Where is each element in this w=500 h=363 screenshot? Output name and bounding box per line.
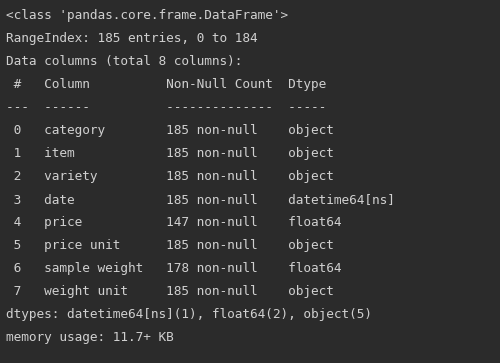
- Text: Data columns (total 8 columns):: Data columns (total 8 columns):: [6, 55, 242, 68]
- Text: #   Column          Non-Null Count  Dtype: # Column Non-Null Count Dtype: [6, 78, 402, 91]
- Text: 0   category        185 non-null    object: 0 category 185 non-null object: [6, 124, 402, 137]
- Text: 4   price           147 non-null    float64: 4 price 147 non-null float64: [6, 216, 402, 229]
- Text: 5   price unit      185 non-null    object: 5 price unit 185 non-null object: [6, 239, 402, 252]
- Text: dtypes: datetime64[ns](1), float64(2), object(5): dtypes: datetime64[ns](1), float64(2), o…: [6, 308, 372, 321]
- Text: memory usage: 11.7+ KB: memory usage: 11.7+ KB: [6, 331, 174, 344]
- Text: RangeIndex: 185 entries, 0 to 184: RangeIndex: 185 entries, 0 to 184: [6, 32, 258, 45]
- Text: 7   weight unit     185 non-null    object: 7 weight unit 185 non-null object: [6, 285, 402, 298]
- Text: <class 'pandas.core.frame.DataFrame'>: <class 'pandas.core.frame.DataFrame'>: [6, 9, 288, 22]
- Text: 1   item            185 non-null    object: 1 item 185 non-null object: [6, 147, 402, 160]
- Text: 2   variety         185 non-null    object: 2 variety 185 non-null object: [6, 170, 402, 183]
- Text: ---  ------          --------------  -----: --- ------ -------------- -----: [6, 101, 402, 114]
- Text: 3   date            185 non-null    datetime64[ns]: 3 date 185 non-null datetime64[ns]: [6, 193, 402, 206]
- Text: 6   sample weight   178 non-null    float64: 6 sample weight 178 non-null float64: [6, 262, 402, 275]
